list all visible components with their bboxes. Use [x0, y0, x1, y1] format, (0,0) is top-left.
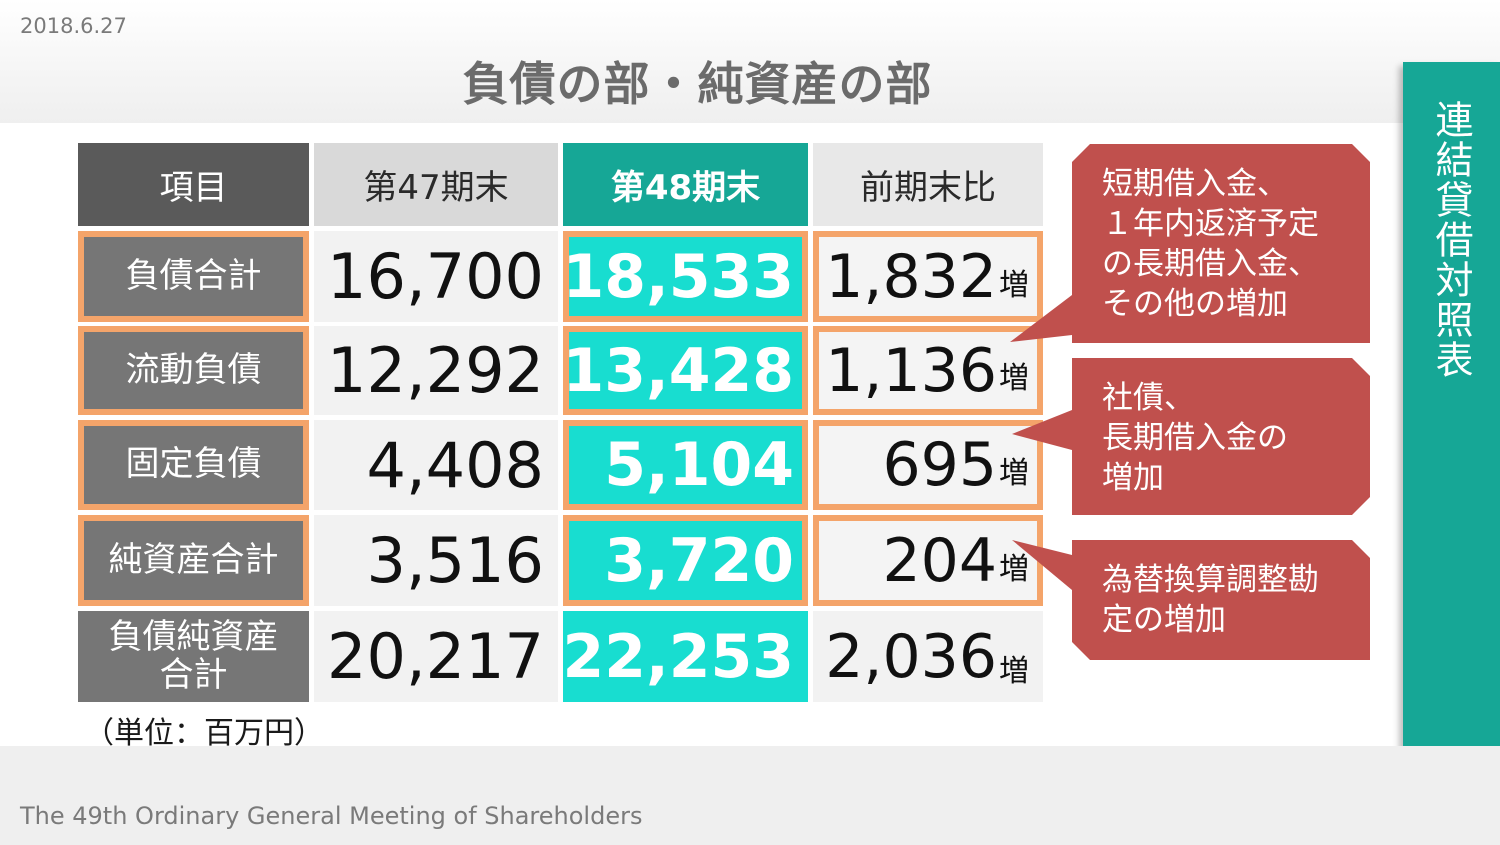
side-label-container: 連結貸借対照表 — [1403, 100, 1500, 380]
footer-text: The 49th Ordinary General Meeting of Sha… — [20, 802, 643, 830]
value-48th-total-net-assets: 3,720 — [569, 521, 802, 600]
callout-line: 短期借入金、 — [1102, 166, 1288, 202]
side-label-bar: 連結貸借対照表 — [1403, 62, 1500, 782]
row-label-line-1: 負債純資産 — [108, 617, 279, 658]
column-header-47th: 第47期末 — [314, 143, 558, 226]
diff-current-liabilities: 1,136 増 — [819, 332, 1037, 409]
callout-line: 長期借入金の — [1102, 420, 1288, 456]
column-header-48th: 第48期末 — [563, 143, 808, 226]
diff-suffix: 増 — [999, 456, 1029, 491]
diff-suffix: 増 — [999, 361, 1029, 396]
row-label-total-liabilities-and-net-assets: 負債純資産 合計 — [78, 611, 309, 702]
value-48th-cell: 13,428 — [562, 326, 808, 415]
table-row-label: 流動負債 — [78, 326, 309, 415]
column-header-item: 項目 — [78, 143, 309, 226]
callout-line: 為替換算調整勘 — [1102, 562, 1319, 598]
diff-suffix: 増 — [999, 552, 1029, 587]
value-47th-total-net-assets: 3,516 — [314, 515, 558, 606]
diff-cell: 1,136 増 — [813, 326, 1043, 415]
callout-line: １年内返済予定 — [1102, 206, 1319, 242]
value-48th-total-liabilities-and-net-assets: 22,253 — [562, 611, 808, 702]
diff-suffix: 増 — [999, 654, 1029, 689]
diff-total-net-assets: 204 増 — [819, 521, 1037, 600]
table-row-label: 負債合計 — [78, 231, 309, 322]
header-band — [0, 0, 1500, 123]
diff-value: 1,136 — [825, 335, 997, 406]
callout-line: その他の増加 — [1102, 286, 1288, 322]
row-label-fixed-liabilities: 固定負債 — [84, 426, 303, 504]
value-48th-total-liabilities: 18,533 — [562, 237, 802, 316]
diff-cell: 204 増 — [813, 515, 1043, 606]
diff-cell: 695 増 — [813, 420, 1043, 510]
value-48th-fixed-liabilities: 5,104 — [569, 426, 802, 504]
value-48th-cell: 3,720 — [563, 515, 808, 606]
table-row-label: 固定負債 — [78, 420, 309, 510]
row-label-total-net-assets: 純資産合計 — [84, 521, 303, 600]
value-47th-fixed-liabilities: 4,408 — [314, 420, 558, 510]
diff-total-liabilities-and-net-assets: 2,036 増 — [813, 611, 1043, 702]
diff-suffix: 増 — [999, 268, 1029, 303]
value-47th-current-liabilities: 12,292 — [314, 326, 558, 415]
value-48th-cell: 5,104 — [563, 420, 808, 510]
value-48th-current-liabilities: 13,428 — [562, 332, 802, 409]
callout-line: 定の増加 — [1102, 602, 1226, 638]
diff-fixed-liabilities: 695 増 — [819, 426, 1037, 504]
diff-total-liabilities: 1,832 増 — [819, 237, 1037, 316]
table-row-label: 純資産合計 — [78, 515, 309, 606]
meeting-date: 2018.6.27 — [20, 14, 127, 38]
callout-bonds: 社債、 長期借入金の 増加 — [1072, 358, 1370, 515]
diff-value: 695 — [882, 430, 997, 500]
diff-value: 1,832 — [825, 241, 997, 312]
column-header-diff: 前期末比 — [813, 143, 1043, 226]
row-label-line-2: 合計 — [159, 654, 228, 695]
unit-note: （単位：百万円） — [84, 716, 324, 751]
value-47th-total-liabilities-and-net-assets: 20,217 — [314, 611, 558, 702]
callout-short-term-borrowings: 短期借入金、 １年内返済予定 の長期借入金、 その他の増加 — [1072, 144, 1370, 343]
callout-fx-translation: 為替換算調整勘 定の増加 — [1072, 540, 1370, 660]
row-label-current-liabilities: 流動負債 — [84, 332, 303, 409]
diff-value: 204 — [882, 525, 997, 596]
callout-line: 社債、 — [1102, 380, 1195, 416]
diff-value: 2,036 — [825, 621, 997, 692]
callout-line: の長期借入金、 — [1102, 246, 1319, 282]
callout-line: 増加 — [1102, 460, 1164, 496]
value-48th-cell: 18,533 — [562, 231, 808, 322]
row-label-total-liabilities: 負債合計 — [84, 237, 303, 316]
side-label: 連結貸借対照表 — [1429, 100, 1473, 380]
diff-cell: 1,832 増 — [813, 231, 1043, 322]
page-title: 負債の部・純資産の部 — [462, 57, 933, 111]
footer-band — [0, 746, 1500, 845]
value-47th-total-liabilities: 16,700 — [314, 231, 558, 322]
